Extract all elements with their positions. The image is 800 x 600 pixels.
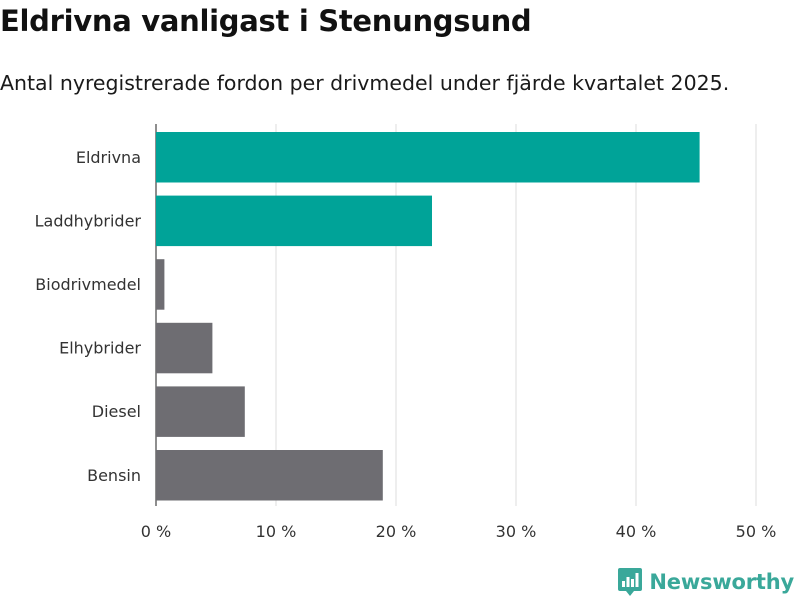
x-tick-label: 50 % (736, 522, 777, 541)
x-tick-label: 40 % (616, 522, 657, 541)
bar-chart-badge-icon (618, 568, 643, 596)
x-axis-ticks: 0 % 10 % 20 % 30 % 40 % 50 % (141, 522, 777, 541)
category-label: Eldrivna (76, 148, 141, 167)
category-label: Elhybrider (59, 339, 141, 358)
bar-elhybrider (156, 322, 213, 374)
bar-biodrivmedel (156, 259, 165, 310)
logo-text: Newsworthy (649, 570, 794, 594)
category-label: Diesel (92, 402, 141, 421)
grid-lines (155, 124, 757, 506)
x-tick-label: 10 % (256, 522, 297, 541)
category-labels: Eldrivna Laddhybrider Biodrivmedel Elhybrid… (35, 148, 142, 485)
bar-eldrivna (156, 132, 700, 183)
newsworthy-logo: Newsworthy (617, 566, 794, 598)
chart-subtitle: Antal nyregistrerade fordon per drivmede… (0, 71, 730, 95)
chart-title: Eldrivna vanligast i Stenungsund (0, 4, 532, 38)
category-label: Bensin (87, 466, 141, 485)
bar-diesel (156, 386, 245, 437)
x-tick-label: 20 % (376, 522, 417, 541)
category-label: Biodrivmedel (35, 275, 141, 294)
bar-laddhybrider (156, 195, 432, 247)
x-tick-label: 0 % (141, 522, 171, 541)
category-label: Laddhybrider (35, 211, 142, 230)
bar-bensin (156, 450, 383, 501)
x-tick-label: 30 % (496, 522, 537, 541)
bars (156, 132, 700, 501)
